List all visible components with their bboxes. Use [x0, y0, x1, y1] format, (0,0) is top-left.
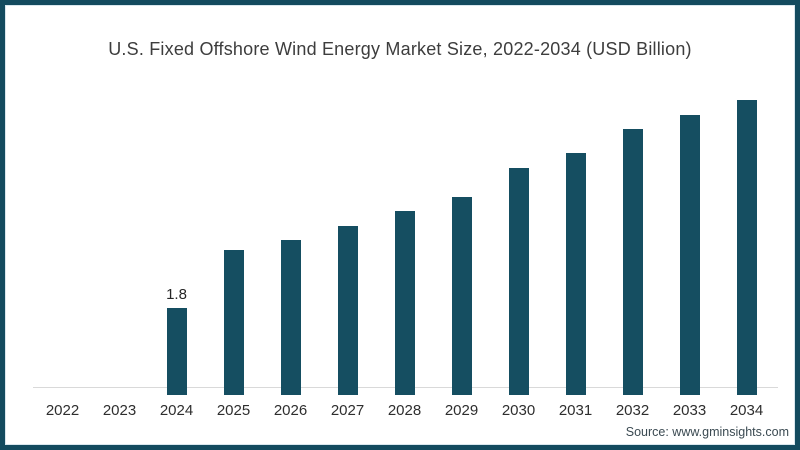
bar-group: [205, 85, 262, 395]
bar-group: 1.8: [148, 85, 205, 395]
bar: [451, 197, 472, 395]
bar: [736, 100, 757, 395]
bar-group: [262, 85, 319, 395]
x-axis-label: 2026: [273, 402, 308, 419]
x-axis-label: 2029: [444, 402, 479, 419]
x-axis-label: 2024: [159, 402, 194, 419]
x-axis-label: 2034: [729, 402, 764, 419]
x-axis-label: 2028: [387, 402, 422, 419]
bar-group: [661, 85, 718, 395]
bar-group: [718, 85, 775, 395]
plot-area: 1.8 2022 2023 2024 2025 2026 2027 2028 2029 2030…: [33, 85, 778, 419]
bars-row: 1.8: [34, 85, 775, 395]
x-axis-label: 2030: [501, 402, 536, 419]
x-axis-label: 2025: [216, 402, 251, 419]
source-credit: Source: www.gminsights.com: [625, 425, 789, 439]
bar: [280, 240, 301, 395]
bar: [679, 115, 700, 395]
x-axis-label: 2033: [672, 402, 707, 419]
bar: [508, 168, 529, 395]
x-axis-label: 2032: [615, 402, 650, 419]
bar: [565, 153, 586, 395]
x-axis-label: 2031: [558, 402, 593, 419]
bar-group: [319, 85, 376, 395]
bar-group: [604, 85, 661, 395]
chart-title: U.S. Fixed Offshore Wind Energy Market S…: [108, 39, 692, 59]
bar-group: [34, 85, 91, 395]
bar-group: [91, 85, 148, 395]
x-axis-label: 2023: [102, 402, 137, 419]
bar-value-label: 1.8: [166, 286, 187, 303]
bar-group: [490, 85, 547, 395]
bar-group: [433, 85, 490, 395]
x-axis-labels: 2022 2023 2024 2025 2026 2027 2028 2029 2030 2031…: [34, 402, 775, 419]
bar: [622, 129, 643, 395]
bar: [394, 211, 415, 395]
bar: [337, 226, 358, 395]
bar: [223, 250, 244, 395]
bar-group: [376, 85, 433, 395]
x-axis-label: 2027: [330, 402, 365, 419]
x-axis-label: 2022: [45, 402, 80, 419]
bar-group: [547, 85, 604, 395]
bar: [166, 308, 187, 395]
